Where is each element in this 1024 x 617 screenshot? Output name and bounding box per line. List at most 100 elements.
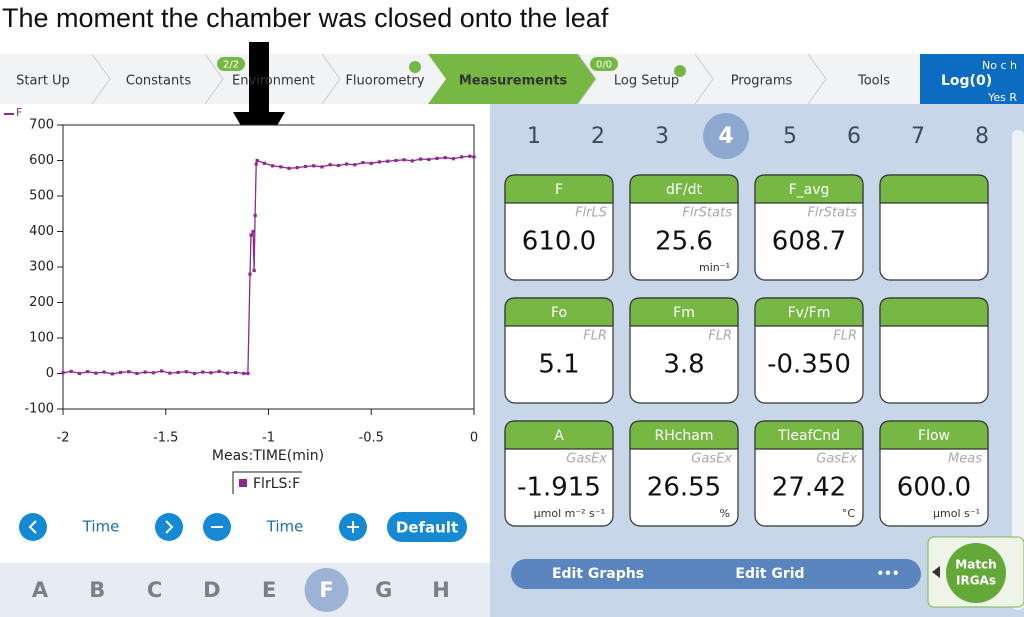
edit-grid[interactable]: Edit Grid <box>735 566 804 582</box>
tile-title: RHcham <box>654 428 713 444</box>
data-point <box>246 371 250 376</box>
scroll-right[interactable] <box>155 513 183 541</box>
tab-label: Fluorometry <box>345 74 424 89</box>
graph-letter[interactable]: C <box>147 578 162 602</box>
page-number[interactable]: 2 <box>591 124 605 149</box>
tab-label: Measurements <box>459 74 568 89</box>
tile-title: Fm <box>673 305 695 321</box>
edit-graphs[interactable]: Edit Graphs <box>552 566 644 582</box>
page-number[interactable]: 5 <box>783 124 797 149</box>
match-button[interactable] <box>946 543 1006 603</box>
tile-source: FLR <box>583 329 607 344</box>
tab-label: Constants <box>126 74 191 89</box>
scroll-left[interactable] <box>19 513 47 541</box>
data-point <box>168 371 172 375</box>
data-point <box>472 155 476 159</box>
data-point <box>209 371 213 375</box>
data-point <box>279 165 283 169</box>
data-point <box>271 164 275 168</box>
series-line <box>62 155 475 375</box>
tab-separator <box>577 53 597 105</box>
page-number[interactable]: 1 <box>527 124 541 149</box>
tile-header <box>504 420 614 450</box>
data-point <box>361 161 365 165</box>
tile-source: FLR <box>833 329 857 344</box>
data-point <box>303 164 308 169</box>
tile-header <box>879 420 989 450</box>
data-point <box>135 371 139 376</box>
more[interactable]: ••• <box>876 567 899 581</box>
page-number[interactable]: 6 <box>847 124 861 149</box>
y-tick-label: 100 <box>29 331 54 346</box>
tab-separator <box>694 53 714 105</box>
tile-source: GasEx <box>816 452 857 467</box>
page-number[interactable]: 4 <box>718 124 733 149</box>
x-tick-label: -1.5 <box>153 431 178 446</box>
letter-selected <box>304 568 349 612</box>
data-point <box>386 159 390 163</box>
tile-value: 600.0 <box>897 473 971 503</box>
data-point <box>344 162 349 166</box>
tab-separator <box>204 53 224 105</box>
icon <box>28 520 37 534</box>
letter-bar <box>0 563 490 617</box>
match-caret <box>932 566 940 578</box>
graph-letter[interactable]: A <box>32 578 49 602</box>
data-point <box>86 370 90 374</box>
data-point <box>312 164 316 168</box>
data-point <box>443 156 447 160</box>
legend-label: FlrLS:F <box>253 476 300 492</box>
default-button[interactable] <box>387 512 467 542</box>
icon <box>165 520 174 534</box>
status-dot <box>409 61 421 73</box>
data-point <box>252 268 256 273</box>
data-point <box>468 154 472 158</box>
data-point <box>295 166 299 170</box>
tile-header <box>879 174 989 204</box>
tile-title: Fo <box>551 305 567 321</box>
tile-header <box>754 420 864 450</box>
page-number[interactable]: 8 <box>975 124 989 149</box>
tab-active[interactable] <box>428 54 596 104</box>
data-point <box>320 165 324 169</box>
tile-unit: °C <box>842 507 856 520</box>
page-number[interactable]: 7 <box>911 124 925 149</box>
tile-value: -1.915 <box>517 473 601 503</box>
tile-title: A <box>554 428 564 444</box>
data-point <box>435 156 439 160</box>
data-point <box>254 162 258 166</box>
tile-value: 27.42 <box>772 473 846 503</box>
graph-letter[interactable]: E <box>262 578 276 602</box>
graph-letter[interactable]: H <box>432 578 450 602</box>
tile-title: Fv/Fm <box>788 305 831 321</box>
tile-unit: min⁻¹ <box>699 261 730 274</box>
tile-source: FLR <box>708 329 732 344</box>
tile-header <box>629 174 739 204</box>
tile-header <box>629 420 739 450</box>
scroll-edge <box>1012 130 1024 610</box>
data-point <box>336 163 340 168</box>
tile-value: 25.6 <box>655 227 713 257</box>
tab-label: Start Up <box>16 74 70 89</box>
graph-letter[interactable]: D <box>203 578 220 602</box>
badge-label: 2/2 <box>223 60 239 71</box>
graph-letter[interactable]: B <box>89 578 105 602</box>
data-point <box>110 372 114 376</box>
page-number[interactable]: 3 <box>655 124 669 149</box>
tile-title: F <box>555 182 563 198</box>
data-point <box>151 371 156 375</box>
tile-header <box>504 174 614 204</box>
log-label: Log(0) <box>941 73 992 89</box>
data-point <box>176 370 180 375</box>
tab-separator <box>807 53 827 105</box>
time-label: Time <box>82 518 120 536</box>
data-point <box>251 229 255 234</box>
tile-header <box>879 297 989 327</box>
graph-letter[interactable]: F <box>319 578 333 602</box>
graph-letter[interactable]: G <box>375 578 392 602</box>
data-point <box>225 371 229 375</box>
data-point <box>143 370 147 374</box>
data-point <box>253 213 257 218</box>
log-button[interactable] <box>920 54 1024 104</box>
